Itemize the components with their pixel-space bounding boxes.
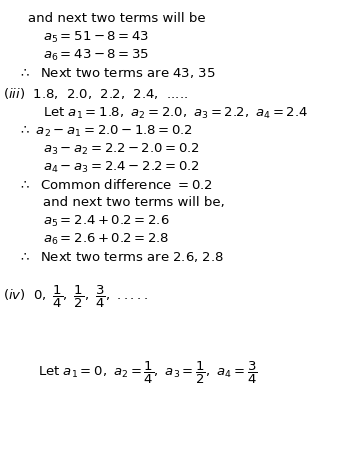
Text: and next two terms will be,: and next two terms will be, (43, 196, 225, 209)
Text: $(iii)$  1.8,  2.0,  2.2,  2.4,  .....: $(iii)$ 1.8, 2.0, 2.2, 2.4, ..... (3, 86, 188, 101)
Text: $a_6 = 2.6 + 0.2 = 2.8$: $a_6 = 2.6 + 0.2 = 2.8$ (43, 232, 169, 247)
Text: $a_5 = 51 - 8 = 43$: $a_5 = 51 - 8 = 43$ (43, 30, 149, 45)
Text: $\therefore$  Next two terms are 43, 35: $\therefore$ Next two terms are 43, 35 (18, 66, 216, 80)
Text: Let $a_1 = 0,\ a_2 = \dfrac{1}{4},\ a_3 = \dfrac{1}{2},\ a_4 = \dfrac{3}{4}$: Let $a_1 = 0,\ a_2 = \dfrac{1}{4},\ a_3 … (38, 360, 258, 386)
Text: $a_3 - a_2 = 2.2 - 2.0 = 0.2$: $a_3 - a_2 = 2.2 - 2.0 = 0.2$ (43, 142, 199, 157)
Text: and next two terms will be: and next two terms will be (28, 12, 206, 25)
Text: $(iv)$  $0,\ \dfrac{1}{4},\ \dfrac{1}{2},\ \dfrac{3}{4},\ .....$: $(iv)$ $0,\ \dfrac{1}{4},\ \dfrac{1}{2},… (3, 284, 148, 310)
Text: $a_5 = 2.4 + 0.2 = 2.6$: $a_5 = 2.4 + 0.2 = 2.6$ (43, 214, 170, 229)
Text: $\therefore$  Common difference $= 0.2$: $\therefore$ Common difference $= 0.2$ (18, 178, 213, 192)
Text: $\therefore$  Next two terms are 2.6, 2.8: $\therefore$ Next two terms are 2.6, 2.8 (18, 250, 224, 264)
Text: $a_6 = 43 -8 = 35$: $a_6 = 43 -8 = 35$ (43, 48, 149, 63)
Text: Let $a_1 = 1.8,\ a_2 = 2.0,\ a_3 = 2.2,\ a_4 = 2.4$: Let $a_1 = 1.8,\ a_2 = 2.0,\ a_3 = 2.2,\… (43, 106, 308, 121)
Text: $\therefore\ a_2 - a_1 = 2.0 - 1.8 = 0.2$: $\therefore\ a_2 - a_1 = 2.0 - 1.8 = 0.2… (18, 124, 193, 139)
Text: $a_4 - a_3 = 2.4 - 2.2 = 0.2$: $a_4 - a_3 = 2.4 - 2.2 = 0.2$ (43, 160, 199, 175)
